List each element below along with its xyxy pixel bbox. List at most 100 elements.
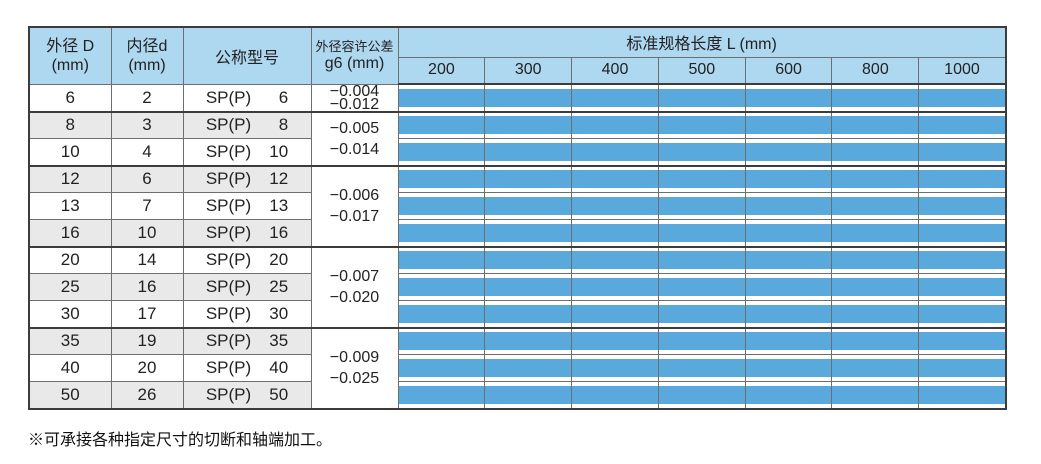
availability-bar — [572, 332, 658, 351]
availability-bar — [919, 88, 1005, 107]
availability-bar — [919, 304, 1005, 323]
outer-diameter-cell: 16 — [28, 219, 112, 247]
availability-bar — [398, 385, 484, 404]
tolerance-cell: −0.006 −0.017 — [310, 164, 399, 247]
length-cell-600 — [744, 381, 833, 409]
length-cell-800 — [831, 354, 920, 382]
availability-bar — [746, 142, 831, 161]
table-row: 25 16 SP(P) 25 — [28, 273, 1007, 301]
length-cell-800 — [831, 300, 920, 328]
model-prefix: SP(P) — [205, 141, 252, 161]
availability-bar — [832, 385, 918, 404]
availability-bar — [659, 332, 745, 351]
length-cell-400 — [571, 381, 659, 409]
header-tolerance-line2: g6 (mm) — [324, 54, 385, 72]
availability-bar — [832, 142, 918, 161]
length-cell-1000 — [918, 300, 1007, 328]
header-outer-diameter: 外径 D (mm) — [28, 26, 112, 85]
availability-bar — [746, 332, 831, 351]
availability-bar — [746, 223, 831, 242]
availability-bar — [572, 197, 658, 215]
length-cell-600 — [744, 110, 833, 139]
inner-diameter-cell: 2 — [110, 83, 184, 112]
availability-bar — [572, 116, 658, 135]
tolerance-value: −0.020 — [329, 289, 380, 306]
availability-bar — [659, 304, 745, 323]
availability-bar — [398, 142, 484, 161]
inner-diameter-cell: 3 — [110, 110, 184, 139]
length-cell-300 — [484, 300, 573, 328]
length-cell-500 — [657, 245, 746, 274]
model-cell: SP(P) 40 — [182, 354, 312, 382]
availability-bar — [659, 359, 745, 377]
length-cell-300 — [484, 381, 573, 409]
model-prefix: SP(P) — [205, 87, 252, 107]
length-cell-600 — [744, 326, 833, 355]
inner-diameter-cell: 10 — [110, 219, 184, 247]
availability-bar — [572, 385, 658, 404]
length-cell-1000 — [918, 245, 1007, 274]
model-prefix: SP(P) — [205, 331, 252, 351]
length-cell-1000 — [918, 219, 1007, 247]
length-cell-1000 — [918, 138, 1007, 166]
length-cell-300 — [484, 354, 573, 382]
availability-bar — [919, 197, 1005, 215]
tolerance-value: −0.005 — [329, 119, 380, 137]
tolerance-value: −0.014 — [329, 140, 380, 158]
length-cell-400 — [571, 110, 659, 139]
header-tolerance: 外径容许公差 g6 (mm) — [310, 26, 399, 85]
table-body: 6 2 SP(P) 6 −0.004 −0.012 8 3 SP(P) 8 −0.005 −0.014… — [28, 83, 1007, 409]
availability-bar — [746, 304, 831, 323]
outer-diameter-cell: 12 — [28, 164, 112, 193]
availability-bar — [919, 359, 1005, 377]
length-cell-600 — [744, 354, 833, 382]
length-cell-800 — [831, 164, 920, 193]
availability-bar — [919, 332, 1005, 351]
length-cell-1000 — [918, 164, 1007, 193]
table-row: 16 10 SP(P) 16 — [28, 219, 1007, 247]
header-length-500: 500 — [657, 56, 746, 85]
availability-bar — [398, 197, 484, 215]
availability-bar — [485, 142, 571, 161]
outer-diameter-cell: 20 — [28, 245, 112, 274]
length-cell-1000 — [918, 381, 1007, 409]
model-prefix: SP(P) — [205, 169, 252, 189]
tolerance-value: −0.025 — [329, 370, 380, 387]
availability-bar — [746, 170, 831, 189]
model-prefix: SP(P) — [205, 384, 252, 404]
model-cell: SP(P) 13 — [182, 192, 312, 220]
length-cell-200 — [397, 381, 486, 409]
outer-diameter-cell: 30 — [28, 300, 112, 328]
length-cell-200 — [397, 300, 486, 328]
availability-bar — [919, 278, 1005, 296]
availability-bar — [398, 278, 484, 296]
length-cell-400 — [571, 164, 659, 193]
inner-diameter-cell: 20 — [110, 354, 184, 382]
tolerance-value: −0.009 — [329, 349, 380, 366]
availability-bar — [485, 385, 571, 404]
length-cell-600 — [744, 273, 833, 301]
availability-bar — [572, 359, 658, 377]
header-length-200: 200 — [397, 56, 486, 85]
shaft-spec-table: 外径 D (mm) 内径d (mm) 公称型号 外径容许公差 g6 (mm) 标… — [28, 26, 1007, 410]
tolerance-value: −0.006 — [329, 187, 380, 204]
length-cell-400 — [571, 245, 659, 274]
length-cell-1000 — [918, 192, 1007, 220]
length-cell-800 — [831, 110, 920, 139]
availability-bar — [659, 385, 745, 404]
table-row: 13 7 SP(P) 13 — [28, 192, 1007, 220]
availability-bar — [485, 197, 571, 215]
outer-diameter-cell: 6 — [28, 83, 112, 112]
availability-bar — [832, 223, 918, 242]
table-row: 12 6 SP(P) 12 −0.006 −0.017 — [28, 164, 1007, 247]
length-cell-800 — [831, 381, 920, 409]
length-cell-200 — [397, 245, 486, 274]
length-cell-400 — [571, 219, 659, 247]
model-cell: SP(P) 50 — [182, 381, 312, 409]
length-cell-400 — [571, 273, 659, 301]
tolerance-value: −0.004 — [329, 84, 380, 100]
header-length-1000: 1000 — [918, 56, 1007, 85]
inner-diameter-cell: 4 — [110, 138, 184, 166]
model-cell: SP(P) 35 — [182, 326, 312, 355]
availability-bar — [746, 251, 831, 270]
